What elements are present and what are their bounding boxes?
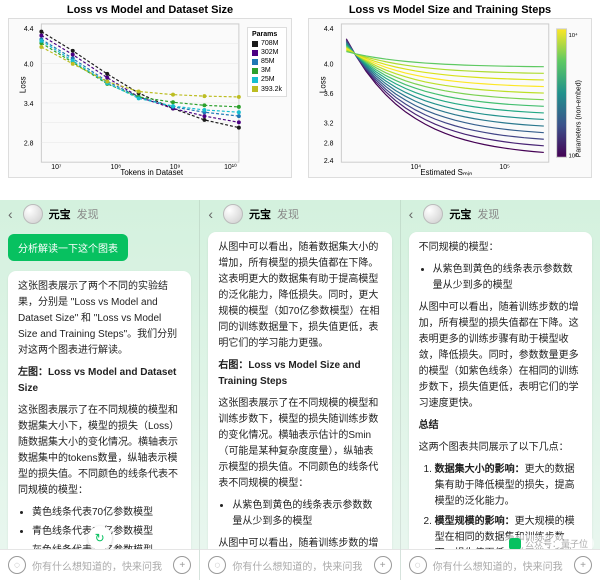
para-1: 这张图表展示了在不同规模的模型和数据集大小下，模型的损失（Loss）随数据集大小…	[18, 403, 181, 499]
para-a-3: 从图中可以看出，随着训练步数的增加，所有模型的损失值都在下降。这表明更多的训练步…	[419, 300, 582, 412]
chat-header-2: ‹ 元宝 发现	[200, 200, 399, 228]
para-sum-3: 这两个图表共同展示了以下几点：	[419, 440, 582, 456]
svg-text:2.4: 2.4	[324, 158, 334, 165]
input-bar-2: ◌ 你有什么想知道的，快来问我 +	[200, 549, 399, 580]
svg-text:2.8: 2.8	[324, 140, 334, 147]
svg-text:Parameters (non-embed): Parameters (non-embed)	[575, 80, 582, 157]
analyze-button[interactable]: 分析解读一下这个图表	[8, 234, 128, 261]
back-icon[interactable]: ‹	[208, 206, 213, 222]
right-chart-area: Loss Estimated Sₘᵢₙ 4.4 4.0 3.6 3.2 2.8 …	[308, 18, 592, 178]
legend-item: 85M	[252, 57, 282, 66]
svg-text:10⁴: 10⁴	[411, 164, 422, 171]
avatar[interactable]	[423, 204, 443, 224]
input-bar-3: ◌ 你有什么想知道的，快来问我 +	[401, 549, 600, 580]
tab-yuanbao[interactable]: 元宝	[49, 206, 71, 222]
avatar[interactable]	[23, 204, 43, 224]
heading-right: 右图：Loss vs Model Size and Training Steps	[218, 358, 381, 390]
legend-item: 302M	[252, 48, 282, 57]
left-chart-panel: Loss vs Model and Dataset Size Loss Toke…	[0, 0, 300, 200]
heading-left: 左图：Loss vs Model and Dataset Size	[18, 365, 181, 397]
svg-text:10¹⁰: 10¹⁰	[224, 163, 237, 171]
tab-yuanbao[interactable]: 元宝	[249, 206, 271, 222]
para-2: 这张图表展示了在不同规模的模型和训练步数下，模型的损失随训练步数的变化情况。横轴…	[218, 396, 381, 492]
list-item: 黄色线条代表70亿参数模型	[32, 505, 181, 521]
add-icon[interactable]: +	[374, 556, 392, 574]
right-chart-panel: Loss vs Model Size and Training Steps Lo…	[300, 0, 600, 200]
chat-row: ‹ 元宝 发现 分析解读一下这个图表 这张图表展示了两个不同的实验结果，分别是 …	[0, 200, 600, 580]
input-placeholder-2[interactable]: 你有什么想知道的，快来问我	[232, 558, 367, 573]
left-legend: Params 708M302M85M3M25M393.2k	[247, 27, 287, 97]
refresh-button[interactable]: ↻	[88, 526, 112, 550]
legend-item: 708M	[252, 39, 282, 48]
svg-text:4.0: 4.0	[24, 61, 34, 68]
svg-text:2.8: 2.8	[24, 140, 34, 147]
tab-discover[interactable]: 发现	[77, 206, 99, 222]
right-chart-title: Loss vs Model Size and Training Steps	[308, 4, 592, 16]
para-top-2: 从图中可以看出，随着数据集大小的增加，所有模型的损失值都在下降。这表明更大的数据…	[218, 240, 381, 352]
input-bar-1: ◌ 你有什么想知道的，快来问我 +	[0, 549, 199, 580]
legend-item: 25M	[252, 75, 282, 84]
svg-text:10⁸: 10⁸	[111, 164, 122, 171]
list-item: 从紫色到黄色的线条表示参数数量从少到多的模型	[232, 498, 381, 530]
svg-text:3.2: 3.2	[324, 121, 334, 128]
bubble-2: 从图中可以看出，随着数据集大小的增加，所有模型的损失值都在下降。这表明更大的数据…	[208, 232, 391, 580]
chat-header-1: ‹ 元宝 发现	[0, 200, 199, 228]
chat-col-2: ‹ 元宝 发现 从图中可以看出，随着数据集大小的增加，所有模型的损失值都在下降。…	[200, 200, 400, 580]
right-chart-svg: Loss Estimated Sₘᵢₙ 4.4 4.0 3.6 3.2 2.8 …	[309, 19, 591, 177]
svg-text:3.6: 3.6	[324, 91, 334, 98]
legend-item: 393.2k	[252, 85, 282, 94]
input-placeholder-3[interactable]: 你有什么想知道的，快来问我	[433, 558, 568, 573]
back-icon[interactable]: ‹	[409, 206, 414, 222]
bullet-list-3: 从紫色到黄色的线条表示参数数量从少到多的模型	[419, 262, 582, 294]
input-placeholder-1[interactable]: 你有什么想知道的，快来问我	[32, 558, 167, 573]
list-item: 从紫色到黄色的线条表示参数数量从少到多的模型	[433, 262, 582, 294]
svg-text:3.4: 3.4	[24, 101, 34, 108]
tab-yuanbao[interactable]: 元宝	[449, 206, 471, 222]
chat-header-3: ‹ 元宝 发现	[401, 200, 600, 228]
voice-icon[interactable]: ◌	[409, 556, 427, 574]
back-icon[interactable]: ‹	[8, 206, 13, 222]
intro-text: 这张图表展示了两个不同的实验结果，分别是 "Loss vs Model and …	[18, 279, 181, 359]
wechat-icon	[509, 538, 521, 550]
svg-text:10⁴: 10⁴	[569, 32, 579, 39]
avatar[interactable]	[223, 204, 243, 224]
add-icon[interactable]: +	[574, 556, 592, 574]
legend-item: 3M	[252, 66, 282, 75]
svg-text:10⁵: 10⁵	[499, 164, 510, 171]
lead-3: 不同规模的模型：	[419, 240, 582, 256]
bubble-3: 不同规模的模型： 从紫色到黄色的线条表示参数数量从少到多的模型 从图中可以看出，…	[409, 232, 592, 580]
legend-title: Params	[252, 30, 282, 39]
svg-text:10³: 10³	[569, 153, 578, 159]
voice-icon[interactable]: ◌	[208, 556, 226, 574]
charts-row: Loss vs Model and Dataset Size Loss Toke…	[0, 0, 600, 200]
svg-text:Loss: Loss	[19, 76, 28, 93]
svg-text:10⁷: 10⁷	[51, 164, 62, 171]
svg-text:4.4: 4.4	[24, 26, 34, 33]
left-chart-area: Loss Tokens in Dataset 4.4 4.0 3.4 2.8 1…	[8, 18, 292, 178]
voice-icon[interactable]: ◌	[8, 556, 26, 574]
svg-text:10⁹: 10⁹	[170, 164, 181, 171]
chat-col-1: ‹ 元宝 发现 分析解读一下这个图表 这张图表展示了两个不同的实验结果，分别是 …	[0, 200, 200, 580]
chat-col-3: ‹ 元宝 发现 不同规模的模型： 从紫色到黄色的线条表示参数数量从少到多的模型 …	[401, 200, 600, 580]
list-item: 数据集大小的影响：更大的数据集有助于降低模型的损失，提高模型的泛化能力。	[435, 462, 582, 510]
left-chart-title: Loss vs Model and Dataset Size	[8, 4, 292, 16]
add-icon[interactable]: +	[173, 556, 191, 574]
bullet-list-2: 从紫色到黄色的线条表示参数数量从少到多的模型	[218, 498, 381, 530]
svg-text:4.0: 4.0	[324, 61, 334, 68]
heading-sum-3: 总结	[419, 418, 582, 434]
tab-discover[interactable]: 发现	[477, 206, 499, 222]
tab-discover[interactable]: 发现	[277, 206, 299, 222]
svg-text:Estimated Sₘᵢₙ: Estimated Sₘᵢₙ	[420, 168, 472, 177]
svg-text:4.4: 4.4	[324, 26, 334, 33]
